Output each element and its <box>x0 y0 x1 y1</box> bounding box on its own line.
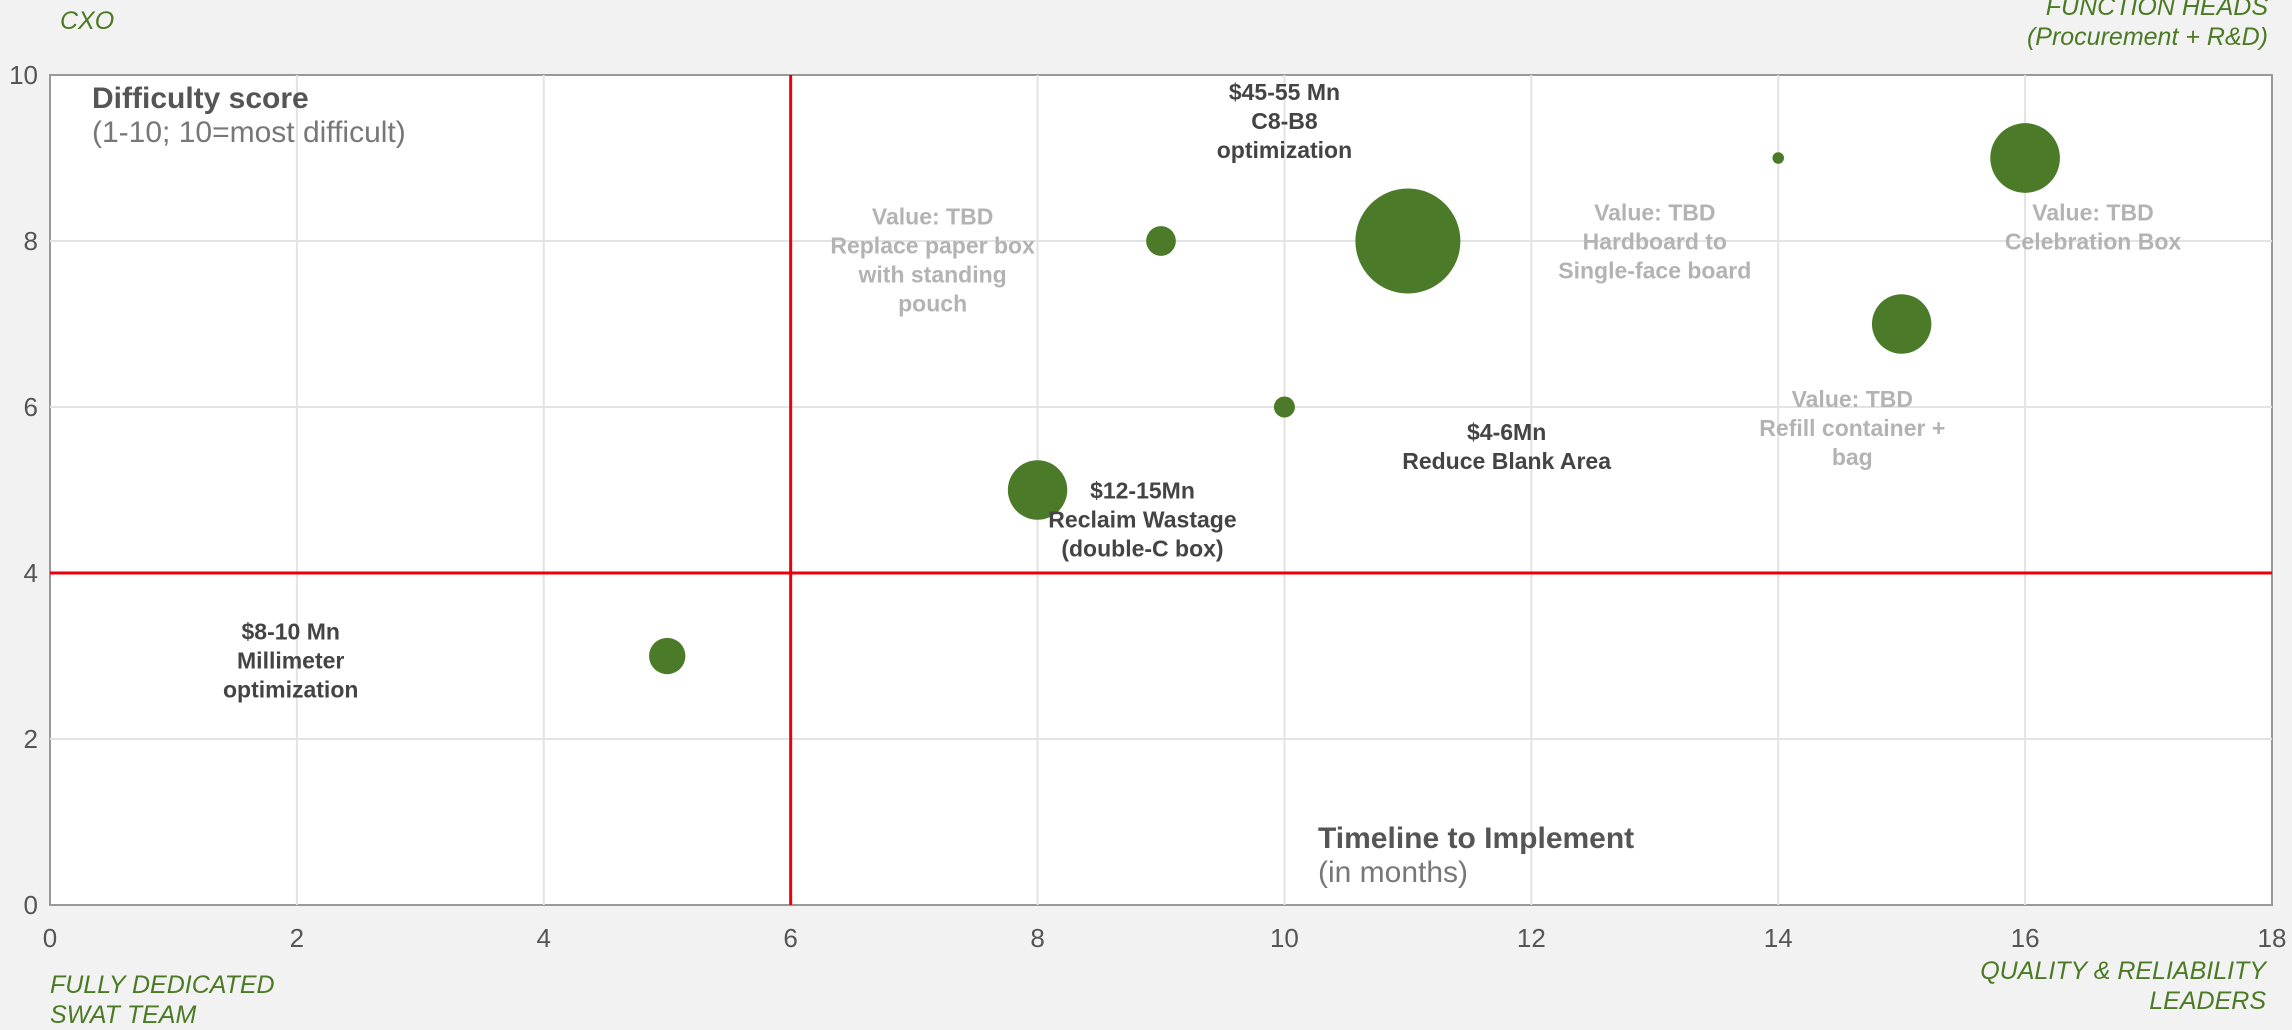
bubble-label: Value: TBD Refill container + bag <box>1759 386 1945 470</box>
corner-label-line: QUALITY & RELIABILITY <box>1980 957 2266 985</box>
y-tick-label: 4 <box>24 558 38 588</box>
corner-label-line: FULLY DEDICATED <box>50 971 275 999</box>
bubble-label-line: Reclaim Wastage <box>1048 506 1236 532</box>
axis-ticks: 0 2 4 6 8 10 12 14 16 18 0 2 4 6 8 10 <box>9 60 2286 953</box>
quadrant-lines <box>50 75 2272 905</box>
bubble-label-line: Hardboard to <box>1583 228 1727 254</box>
bubble-label-line: Replace paper box <box>830 232 1035 258</box>
bubble-point <box>1146 226 1176 256</box>
bubble-label-line: $4-6Mn <box>1467 419 1546 445</box>
x-tick-label: 16 <box>2011 923 2040 953</box>
bubble-label-line: with standing <box>858 261 1007 287</box>
corner-label-line: CXO <box>60 7 115 35</box>
y-tick-label: 10 <box>9 60 38 90</box>
bubble-point <box>1007 460 1068 520</box>
bubble-label: $12-15Mn Reclaim Wastage (double-C box) <box>1048 477 1236 561</box>
bubble-label-line: $45-55 Mn <box>1229 79 1340 105</box>
bubble-label-line: optimization <box>223 676 358 702</box>
bubble-label-line: $12-15Mn <box>1090 477 1195 503</box>
x-axis-title-sub: (in months) <box>1318 856 1468 889</box>
bubble-label-line: Reduce Blank Area <box>1402 448 1611 474</box>
corner-label-line: FUNCTION HEADS <box>2045 0 2268 21</box>
bubble-label-line: pouch <box>898 290 967 316</box>
bubble-label-line: Refill container + <box>1759 415 1945 441</box>
bubble-label-line: bag <box>1832 444 1873 470</box>
bubble-label: Value: TBD Celebration Box <box>2005 199 2182 254</box>
bubble-point <box>1355 188 1461 294</box>
bubble-label: $4-6Mn Reduce Blank Area <box>1402 419 1611 474</box>
x-tick-label: 14 <box>1764 923 1793 953</box>
bubble-point <box>1871 294 1932 354</box>
bubble-point <box>1273 396 1295 418</box>
bubble-label-line: Value: TBD <box>872 203 993 229</box>
x-axis-title: Timeline to Implement (in months) <box>1318 822 1634 889</box>
y-axis-title: Difficulty score (1-10; 10=most difficul… <box>92 82 406 149</box>
bubble-label-line: $8-10 Mn <box>241 618 339 644</box>
x-tick-label: 8 <box>1030 923 1044 953</box>
x-tick-label: 2 <box>290 923 304 953</box>
bubble-point <box>649 637 686 675</box>
bubble-label-line: optimization <box>1217 137 1352 163</box>
x-tick-label: 12 <box>1517 923 1546 953</box>
bubble-labels: $8-10 Mn Millimeter optimization $12-15Mn Re… <box>223 79 2181 703</box>
x-axis-title-main: Timeline to Implement <box>1318 822 1634 855</box>
bubble-label-line: Value: TBD <box>1792 386 1913 412</box>
corner-label-swat-team: FULLY DEDICATED SWAT TEAM <box>50 970 275 1030</box>
bubble-label: Value: TBD Hardboard to Single-face board <box>1558 199 1751 283</box>
plot-area <box>49 74 2273 906</box>
y-axis-title-main: Difficulty score <box>92 82 309 115</box>
x-tick-label: 10 <box>1270 923 1299 953</box>
bubble-label-line: Value: TBD <box>2032 199 2153 225</box>
bubble-label-line: Celebration Box <box>2005 228 2182 254</box>
bubble-label-line: C8-B8 <box>1251 108 1318 134</box>
x-tick-label: 18 <box>2258 923 2287 953</box>
corner-label-line: (Procurement + R&D) <box>2026 23 2268 51</box>
y-tick-label: 6 <box>24 392 38 422</box>
bubble-label: $8-10 Mn Millimeter optimization <box>223 618 358 702</box>
bubble-label: $45-55 Mn C8-B8 optimization <box>1217 79 1352 163</box>
x-tick-label: 6 <box>783 923 797 953</box>
x-tick-label: 0 <box>43 923 57 953</box>
bubble-label-line: Millimeter <box>237 647 344 673</box>
corner-label-function-heads: FUNCTION HEADS (Procurement + R&D) <box>2027 0 2268 52</box>
y-tick-label: 2 <box>24 724 38 754</box>
y-tick-label: 0 <box>24 890 38 920</box>
bubbles <box>649 123 2060 675</box>
y-tick-label: 8 <box>24 226 38 256</box>
bubble-label-line: Single-face board <box>1558 257 1751 283</box>
x-tick-label: 4 <box>537 923 551 953</box>
bubble-label: Value: TBD Replace paper box with standing… <box>830 203 1035 316</box>
bubble-label-line: (double-C box) <box>1061 535 1223 561</box>
y-axis-title-sub: (1-10; 10=most difficult) <box>92 116 406 149</box>
bubble-point <box>1772 152 1784 164</box>
corner-label-line: SWAT TEAM <box>50 1001 197 1029</box>
corner-label-line: LEADERS <box>2149 987 2266 1015</box>
corner-label-cxo: CXO <box>60 6 114 36</box>
corner-label-quality-leaders: QUALITY & RELIABILITY LEADERS <box>1980 956 2266 1016</box>
bubble-label-line: Value: TBD <box>1594 199 1715 225</box>
bubble-point <box>1990 123 2060 193</box>
